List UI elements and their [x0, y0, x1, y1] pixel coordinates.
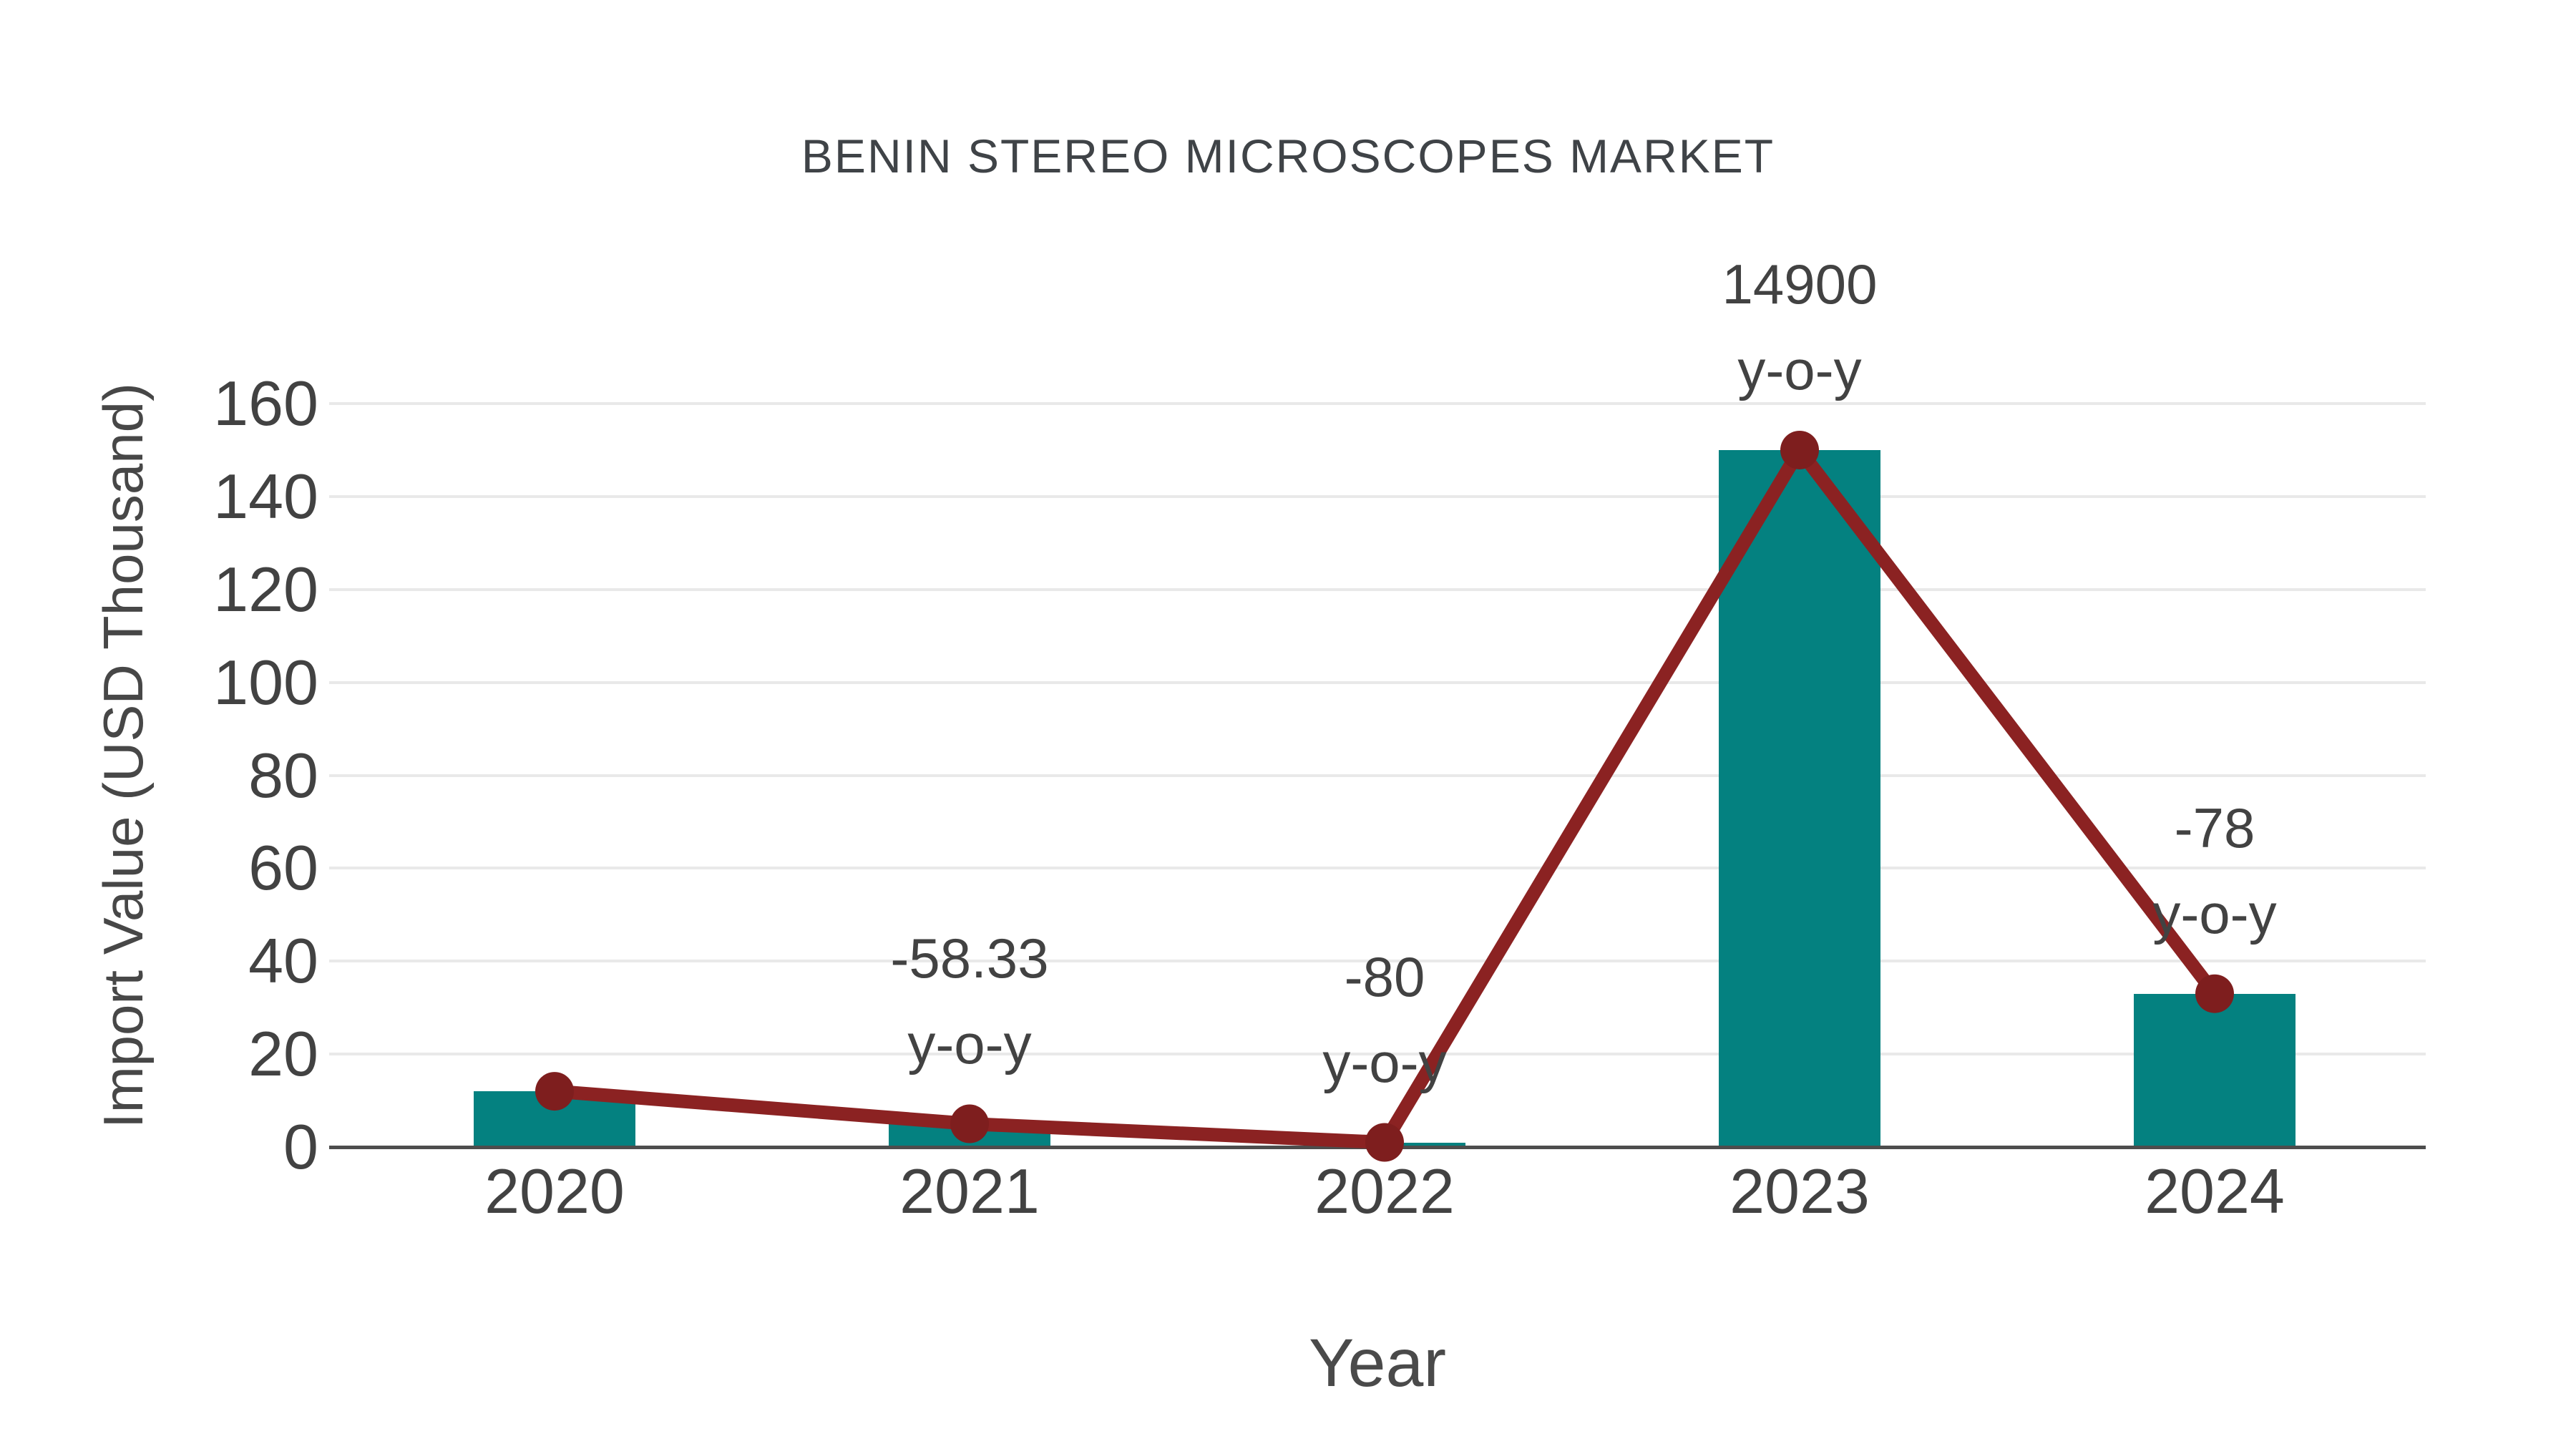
- gridline-60: [329, 867, 2426, 870]
- line-marker-2024: [2195, 974, 2234, 1013]
- bar-2024: [2134, 993, 2296, 1147]
- annotation-value-2024: -78: [2174, 796, 2255, 859]
- y-tick-label-120: 120: [213, 553, 318, 625]
- annotation-unit-2021: y-o-y: [907, 1012, 1032, 1075]
- annotation-value-2023: 14900: [1722, 252, 1878, 316]
- line-marker-2023: [1780, 430, 1819, 469]
- annotation-value-2021: -58.33: [890, 926, 1049, 990]
- x-tick-label-2020: 2020: [484, 1156, 625, 1226]
- y-tick-label-0: 0: [283, 1111, 318, 1182]
- x-tick-label-2022: 2022: [1314, 1156, 1455, 1226]
- annotation-unit-2024: y-o-y: [2152, 882, 2277, 945]
- gridline-20: [329, 1053, 2426, 1056]
- y-tick-label-160: 160: [213, 368, 318, 439]
- y-tick-label-80: 80: [248, 739, 318, 811]
- x-axis-title: Year: [1309, 1325, 1446, 1401]
- annotation-unit-2023: y-o-y: [1737, 338, 1862, 401]
- gridline-160: [329, 402, 2426, 405]
- bar-2023: [1719, 449, 1880, 1147]
- gridline-120: [329, 587, 2426, 591]
- line-marker-2022: [1365, 1123, 1404, 1162]
- gridline-100: [329, 680, 2426, 684]
- y-tick-label-100: 100: [213, 646, 318, 718]
- y-tick-label-140: 140: [213, 460, 318, 532]
- gridline-40: [329, 960, 2426, 963]
- y-tick-label-20: 20: [248, 1018, 318, 1090]
- annotation-value-2022: -80: [1344, 945, 1425, 1008]
- line-marker-2021: [950, 1104, 989, 1143]
- y-tick-label-60: 60: [248, 832, 318, 904]
- x-tick-label-2021: 2021: [899, 1156, 1040, 1226]
- gridline-140: [329, 494, 2426, 498]
- x-tick-label-2023: 2023: [1729, 1156, 1870, 1226]
- gridline-80: [329, 774, 2426, 777]
- chart-title: BENIN STEREO MICROSCOPES MARKET: [801, 130, 1775, 182]
- line-marker-2020: [535, 1072, 574, 1111]
- x-tick-label-2024: 2024: [2145, 1156, 2285, 1226]
- y-tick-label-40: 40: [248, 925, 318, 997]
- annotation-unit-2022: y-o-y: [1322, 1030, 1447, 1094]
